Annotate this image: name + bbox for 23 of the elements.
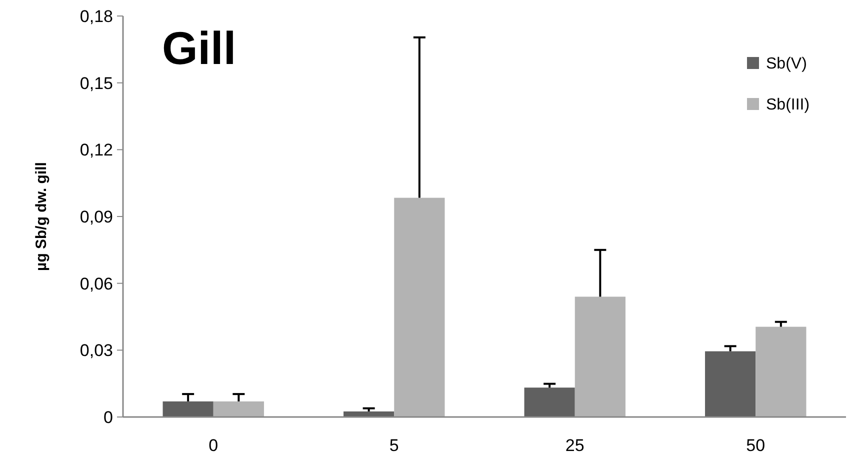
x-tick-label: 50: [746, 436, 766, 455]
x-tick-label: 0: [208, 436, 218, 455]
y-tick-label: 0,03: [80, 341, 113, 360]
bar: [574, 296, 626, 417]
x-tick-label: 5: [389, 436, 399, 455]
y-axis-title: µg Sb/g dw. gill: [33, 162, 50, 271]
bar: [705, 351, 756, 417]
y-tick-label: 0,09: [80, 207, 113, 226]
bar: [756, 326, 806, 417]
y-tick-label: 0,06: [80, 274, 113, 294]
bar: [344, 411, 394, 417]
legend-label: Sb(III): [766, 96, 810, 114]
y-tick-label: 0,18: [80, 6, 113, 26]
bar: [162, 401, 214, 417]
bar: [524, 388, 575, 417]
bar: [213, 401, 264, 417]
legend-label: Sb(V): [766, 56, 807, 73]
x-tick-label: 25: [565, 436, 584, 455]
y-tick-label: 0: [104, 408, 113, 427]
y-tick-label: 0,15: [80, 74, 113, 93]
chart-title: Gill: [162, 22, 236, 74]
y-tick-label: 0,12: [80, 140, 113, 160]
bar: [394, 198, 445, 417]
